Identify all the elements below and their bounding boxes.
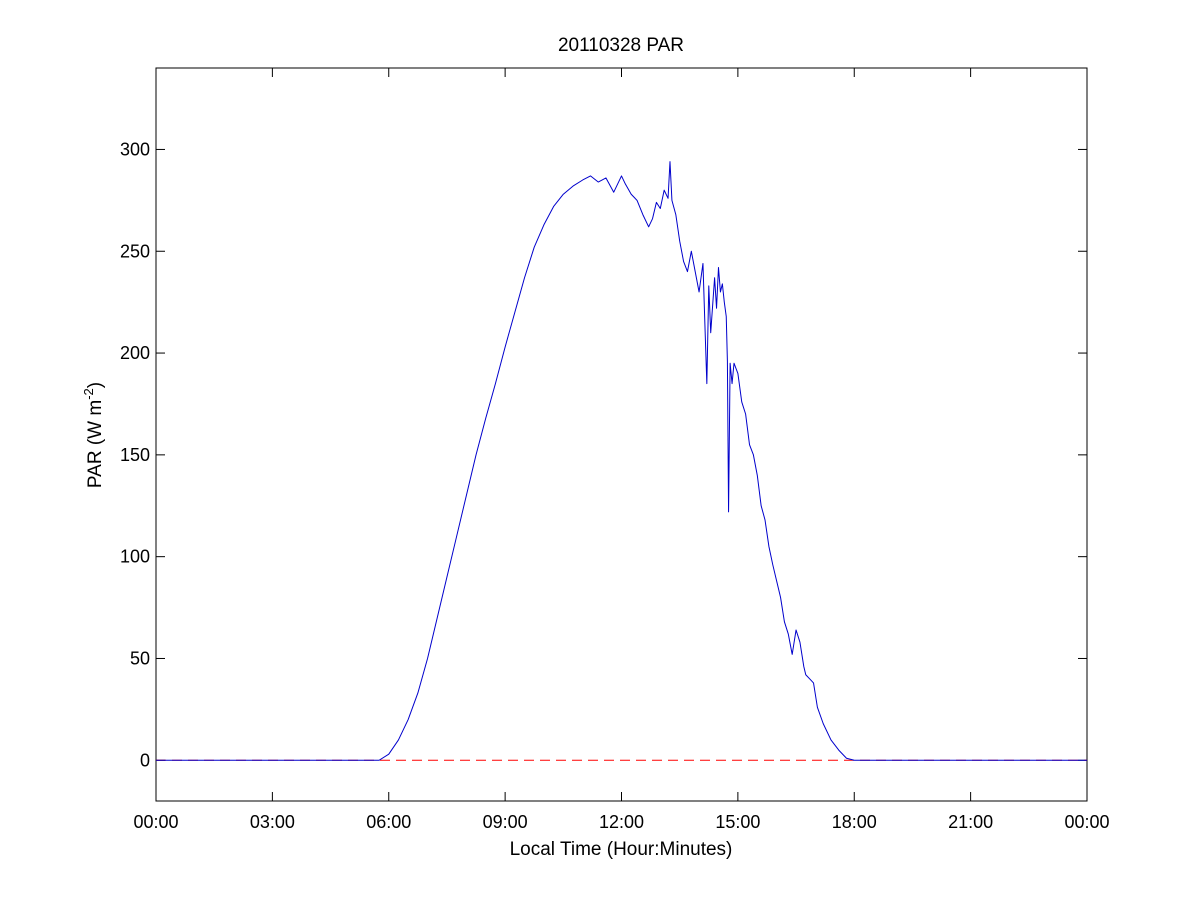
y-axis-label: PAR (W m-2) bbox=[81, 382, 106, 488]
y-axis-label-close: ) bbox=[85, 382, 106, 388]
x-tick-label: 03:00 bbox=[250, 812, 295, 832]
x-tick-label: 12:00 bbox=[599, 812, 644, 832]
x-tick-label: 18:00 bbox=[832, 812, 877, 832]
chart-title: 20110328 PAR bbox=[558, 35, 684, 56]
x-tick-label: 09:00 bbox=[483, 812, 528, 832]
series-group bbox=[156, 161, 1087, 761]
x-axis-ticks: 00:00 03:00 06:00 09:00 12:00 15:00 18:00 21:00… bbox=[133, 68, 1110, 832]
x-tick-label: 15:00 bbox=[715, 812, 760, 832]
x-tick-label: 00:00 bbox=[133, 812, 178, 832]
par-series-line bbox=[156, 161, 1087, 761]
y-tick-label: 0 bbox=[140, 750, 150, 770]
y-tick-label: 150 bbox=[120, 445, 150, 465]
plot-area bbox=[155, 67, 1088, 802]
y-tick-label: 50 bbox=[130, 648, 150, 668]
y-tick-label: 200 bbox=[120, 343, 150, 363]
y-tick-label: 100 bbox=[120, 547, 150, 567]
x-tick-label: 06:00 bbox=[366, 812, 411, 832]
x-axis-label: Local Time (Hour:Minutes) bbox=[510, 839, 733, 860]
x-tick-label: 00:00 bbox=[1064, 812, 1109, 832]
y-tick-label: 250 bbox=[120, 241, 150, 261]
y-tick-label: 300 bbox=[120, 139, 150, 159]
x-tick-label: 21:00 bbox=[948, 812, 993, 832]
y-axis-ticks: 0 50 100 150 200 250 300 bbox=[120, 139, 1087, 770]
y-axis-label-superscript: -2 bbox=[81, 388, 96, 400]
y-axis-label-main: PAR (W m bbox=[85, 400, 106, 488]
